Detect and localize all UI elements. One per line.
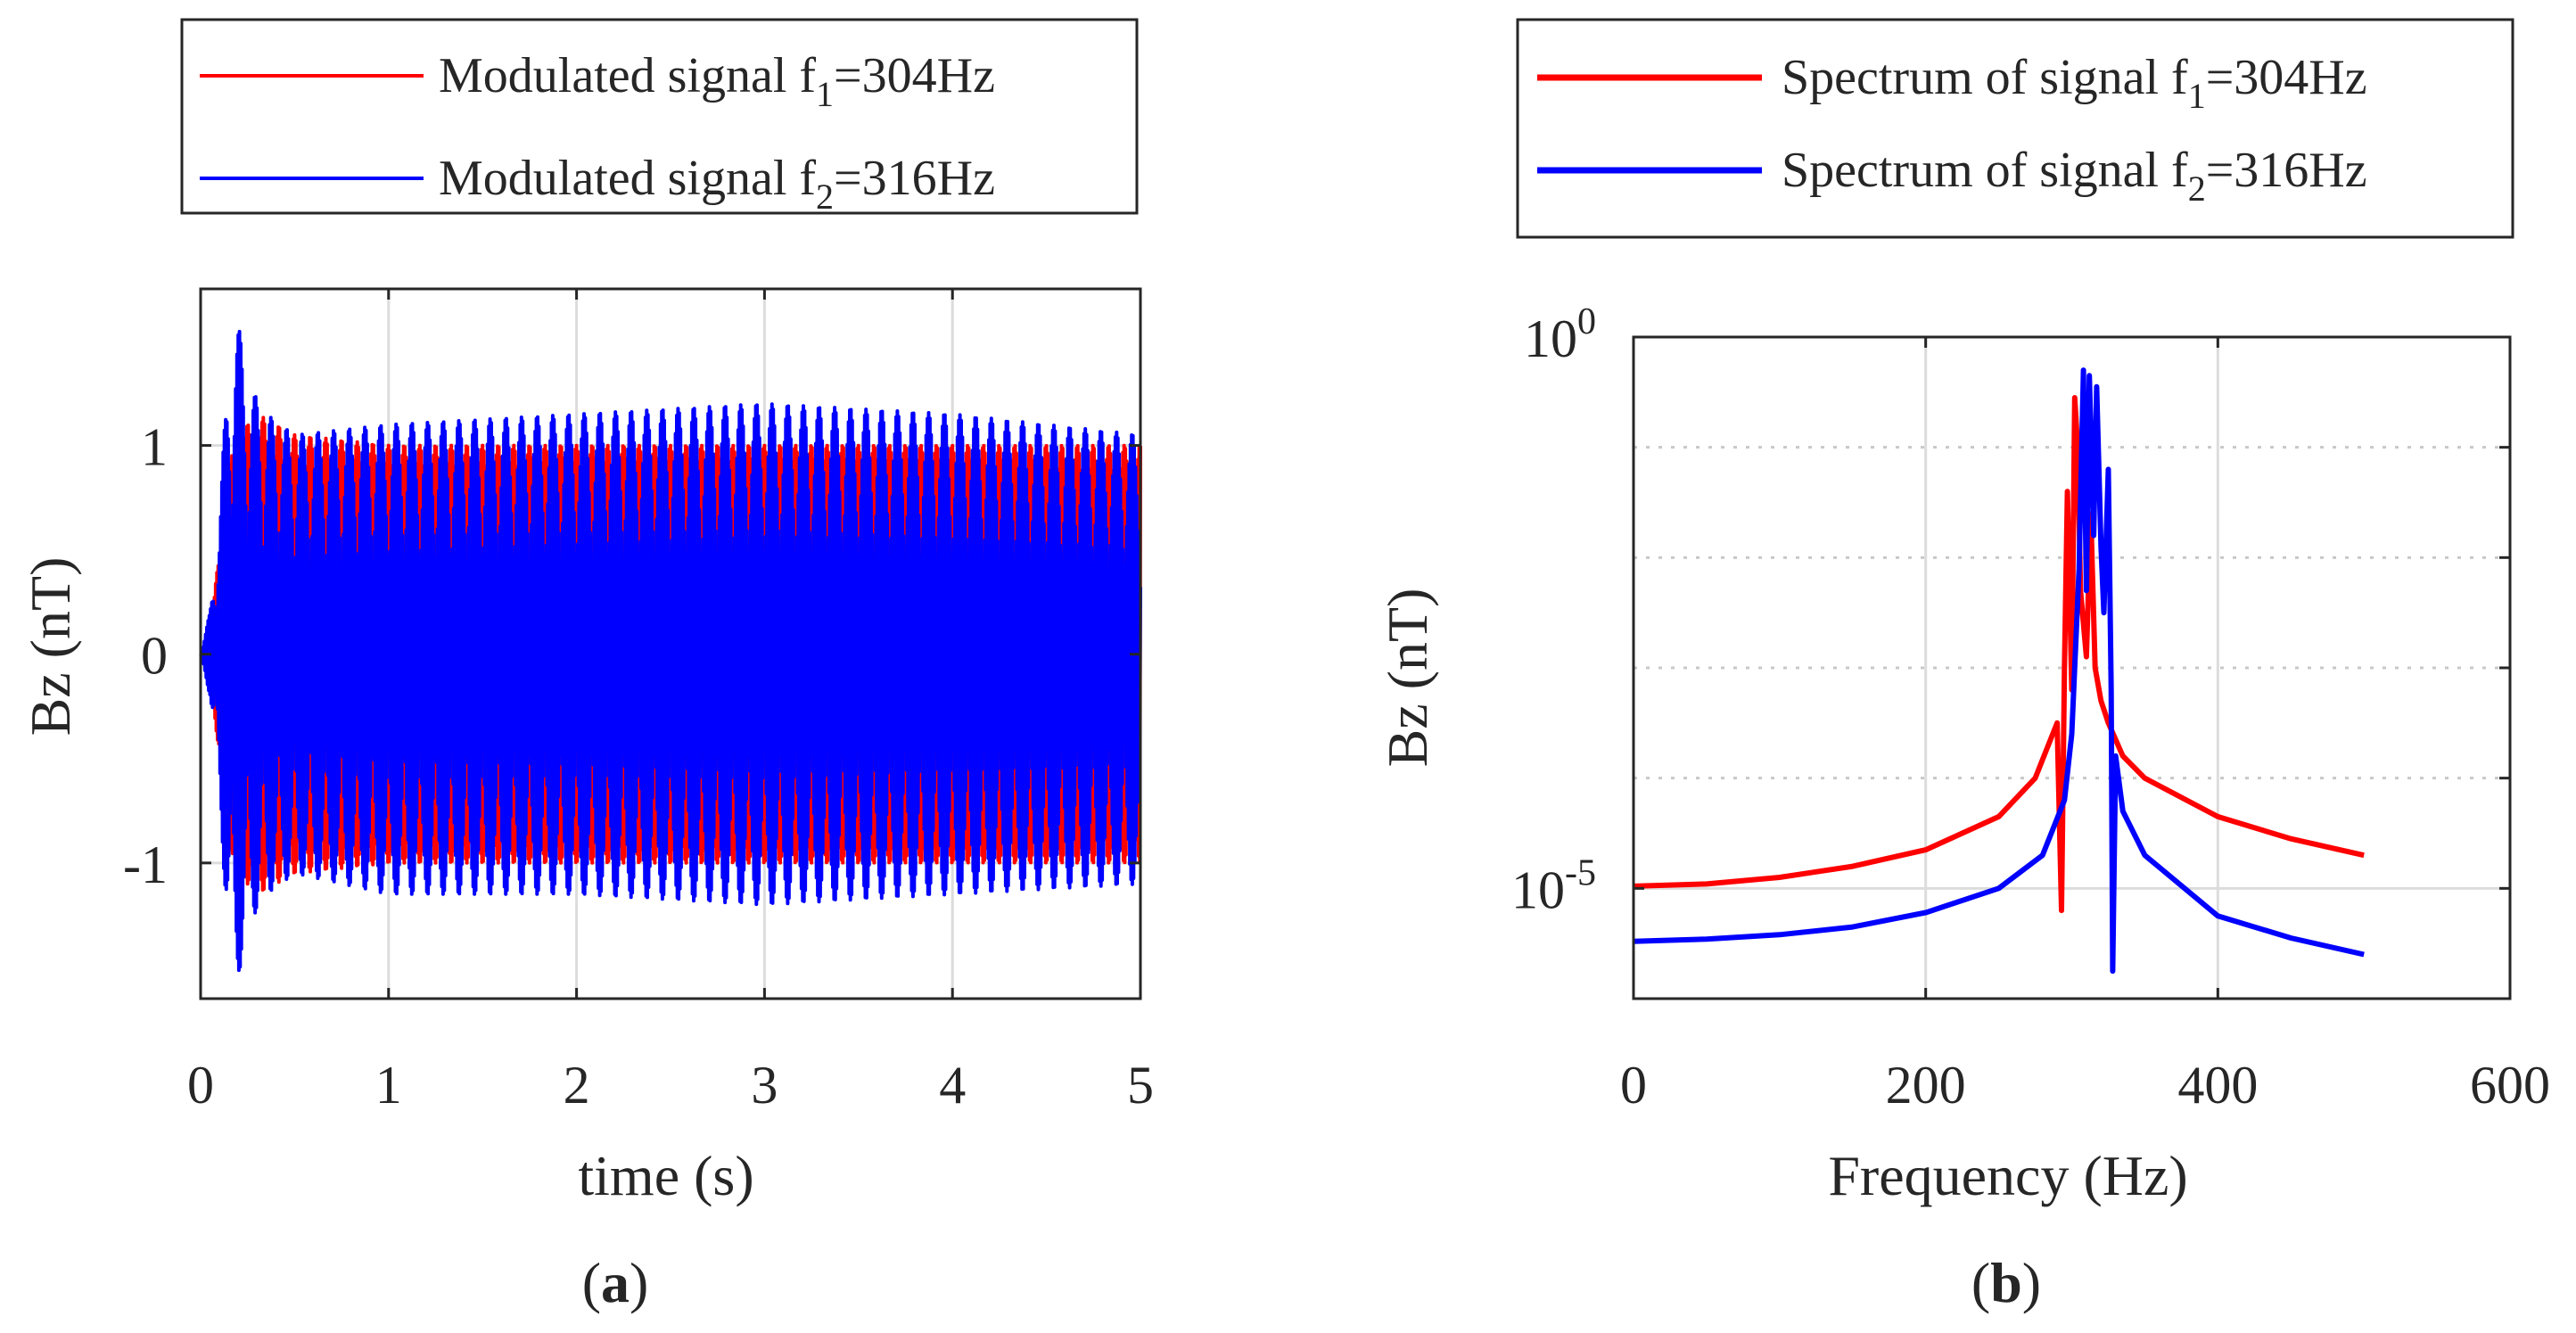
panel-letter-b: b — [1990, 1251, 2022, 1314]
y-axis-label-a: Bz (nT) — [19, 557, 82, 736]
x-tick-label-b: 600 — [2470, 1056, 2550, 1115]
legend-entry-1: Modulated signal f1=304Hz — [439, 48, 995, 114]
series-line-a-2 — [199, 329, 1142, 973]
panel-letter-a: a — [601, 1251, 630, 1314]
legend-b-box — [1516, 18, 2514, 239]
x-tick-label-a: 5 — [1127, 1056, 1154, 1115]
series-line-b-2 — [1633, 367, 2365, 975]
x-tick-label-a: 2 — [564, 1056, 590, 1115]
x-tick-label-a: 0 — [187, 1056, 214, 1115]
plot-area-b: 0 200 400 600 100 10-5 — [1511, 301, 2550, 1115]
legend-entry-2: Modulated signal f2=316Hz — [439, 151, 995, 217]
legend-b: Spectrum of signal f1=304Hz Spectrum of s… — [1516, 18, 2514, 239]
x-tick-label-a: 1 — [375, 1056, 402, 1115]
y-axis-label-b: Bz (nT) — [1376, 588, 1439, 768]
x-tick-label-a: 4 — [939, 1056, 966, 1115]
x-tick-label-a: 3 — [751, 1056, 778, 1115]
legend-entry-2: Spectrum of signal f2=316Hz — [1782, 143, 2367, 209]
x-tick-label-b: 400 — [2177, 1056, 2258, 1115]
panel-b-spectrum-chart: Spectrum of signal f1=304Hz Spectrum of s… — [1376, 18, 2550, 1314]
x-tick-label-b: 200 — [1886, 1056, 1966, 1115]
legend-a-box — [180, 18, 1139, 215]
axes-frame-a — [199, 287, 1142, 1000]
series-line-b-1 — [1633, 395, 2365, 914]
legend-entry-1: Spectrum of signal f1=304Hz — [1782, 50, 2367, 116]
legend-a: Modulated signal f1=304Hz Modulated signa… — [180, 18, 1139, 217]
y-tick-label-a: 0 — [141, 627, 168, 686]
y-tick-label-b: 100 — [1524, 301, 1596, 368]
series-line-a-1 — [199, 416, 1142, 892]
x-tick-label-b: 0 — [1620, 1056, 1647, 1115]
y-tick-label-a: -1 — [123, 835, 168, 894]
x-axis-label-b: Frequency (Hz) — [1828, 1144, 2187, 1207]
y-tick-label-b: 10-5 — [1511, 852, 1596, 919]
panel-label-b: (b) — [1971, 1251, 2041, 1314]
y-tick-label-a: 1 — [141, 418, 168, 477]
panel-label-a: (a) — [582, 1251, 649, 1314]
plot-area-a: 0 1 2 3 4 5 -1 0 1 — [123, 287, 1154, 1115]
panel-a-time-domain-chart: Modulated signal f1=304Hz Modulated signa… — [19, 18, 1154, 1314]
x-axis-label-a: time (s) — [578, 1144, 753, 1207]
